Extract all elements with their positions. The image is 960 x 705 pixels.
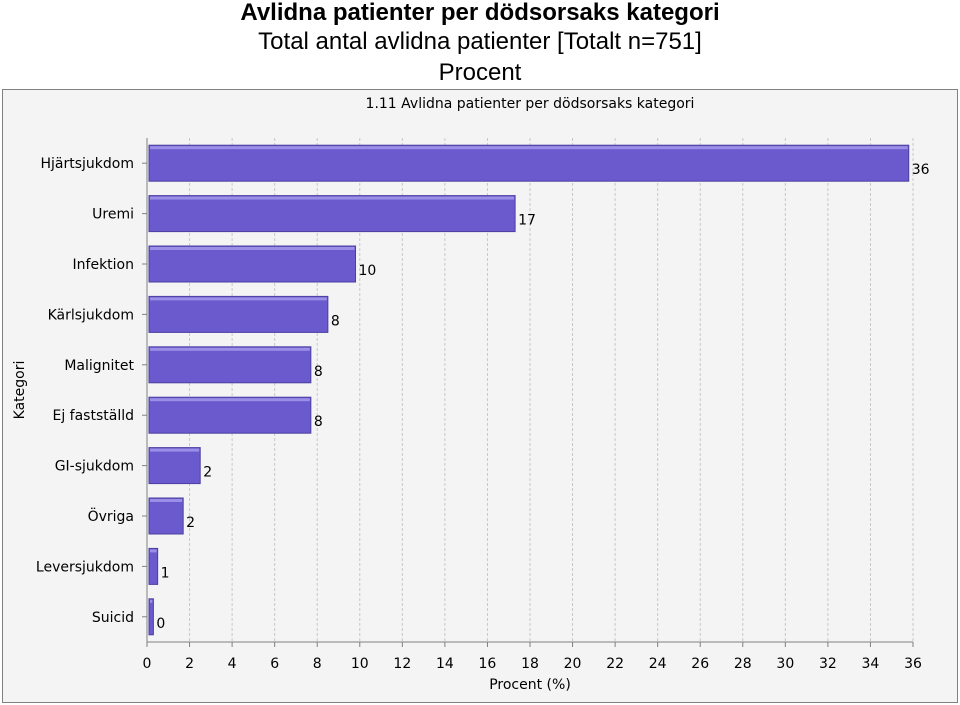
category-label: Övriga [88,507,134,525]
bar-value-label: 8 [331,313,340,329]
page-title: Avlidna patienter per dödsorsaks kategor… [240,0,720,26]
bar-value-label: 2 [203,465,212,481]
x-tick-label: 16 [479,656,497,672]
x-axis-title: Procent (%) [489,677,571,693]
bar-highlight [150,448,200,452]
bar [148,245,357,283]
y-axis: Hjärtsjukdom Uremi Infektion Kärlsjukdom Mal… [36,138,148,642]
category-label: Infektion [73,257,134,273]
x-tick-label: 22 [606,656,624,672]
x-tick-label: 26 [691,656,709,672]
bar-value-label: 2 [186,515,195,531]
bar [148,295,329,333]
x-tick-label: 28 [734,656,752,672]
x-tick-label: 2 [185,656,194,672]
x-axis: 0 2 4 6 8 10 12 14 16 18 20 22 24 26 28 30 32 34 36 [143,641,922,672]
category-label: Uremi [92,207,134,223]
x-tick-label: 4 [228,656,237,672]
category-label: Hjärtsjukdom [41,156,135,172]
category-label: Kärlsjukdom [48,307,134,323]
x-tick-label: 18 [521,656,539,672]
chart-title: 1.11 Avlidna patienter per dödsorsaks ka… [366,96,695,112]
bar-value-label: 8 [314,364,323,380]
bar [148,547,159,585]
bar [148,195,516,233]
x-tick-label: 34 [862,656,880,672]
bar-value-label: 0 [156,616,165,632]
page-unit-label: Procent [438,59,522,86]
x-tick-label: 0 [143,656,152,672]
bar-highlight [150,297,327,301]
bar-chart: 1.11 Avlidna patienter per dödsorsaks ka… [12,96,930,693]
category-label: GI-sjukdom [55,459,134,475]
bar-value-label: 10 [359,263,377,279]
x-tick-label: 14 [436,656,454,672]
bar-highlight [150,347,310,351]
chart-frame: 1.11 Avlidna patienter per dödsorsaks ka… [2,89,958,703]
grid-lines [146,138,914,642]
x-tick-label: 6 [270,656,279,672]
x-tick-label: 32 [819,656,837,672]
bar-value-label: 1 [161,565,170,581]
bar-highlight [150,146,908,150]
bar [148,598,154,636]
bar [148,346,312,384]
x-tick-label: 12 [393,656,411,672]
page-subtitle: Total antal avlidna patienter [Totalt n=… [258,28,702,55]
x-tick-label: 20 [564,656,582,672]
bar-highlight [150,499,183,502]
x-tick-label: 8 [313,656,322,672]
category-label: Leversjukdom [36,559,134,575]
bar-highlight [150,599,153,603]
y-axis-title: Kategori [12,361,28,420]
bar [148,447,201,485]
bar-highlight [150,398,310,402]
bar-highlight [150,549,157,553]
category-label: Malignitet [64,358,134,374]
x-tick-label: 24 [649,656,667,672]
bar-highlight [150,196,515,200]
x-tick-label: 36 [904,656,922,672]
bar-value-label: 8 [314,414,323,430]
bar-highlight [150,247,355,250]
category-label: Ej fastställd [52,408,134,424]
bar-value-label: 17 [518,213,536,229]
x-tick-label: 10 [351,656,369,672]
x-tick-label: 30 [776,656,794,672]
bar-value-label: 36 [912,162,930,178]
bar [148,497,184,535]
bar [148,144,910,182]
category-label: Suicid [92,610,134,626]
bar [148,396,312,434]
